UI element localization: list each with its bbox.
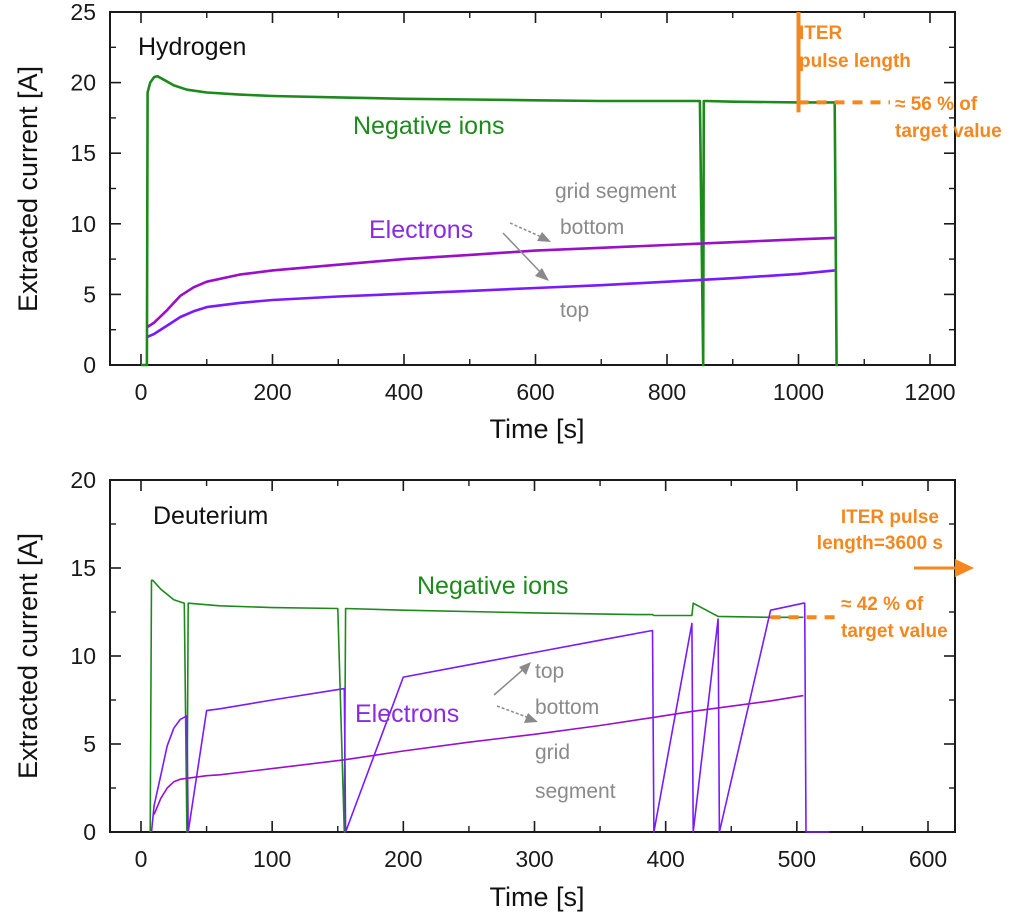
x-tick-label: 300	[515, 846, 553, 872]
deuterium-panel: 0 100 200 300 400 500 600 0 5 10 15 20 Deuterium T…	[13, 467, 974, 912]
top-label: top	[560, 299, 589, 322]
arrow-to-bottom-icon	[496, 705, 538, 723]
electrons-label: Electrons	[369, 216, 473, 244]
y-tick-label: 0	[83, 819, 96, 845]
x-tick-label: 400	[385, 379, 423, 405]
y-tick-label: 15	[70, 555, 96, 581]
x-tick-label: 1200	[904, 379, 955, 405]
series-electrons-top	[147, 269, 835, 338]
y-tick-label: 20	[70, 467, 96, 493]
y-tick-label: 15	[70, 140, 96, 166]
x-tick-label: 600	[516, 379, 554, 405]
x-tick-label: 200	[384, 846, 422, 872]
iter-label-line2: length=3600 s	[817, 533, 943, 554]
series-negative-ions	[149, 579, 804, 833]
negative-ions-label: Negative ions	[353, 112, 504, 140]
x-tick-label: 0	[135, 846, 148, 872]
series-electrons-bottom	[153, 694, 804, 815]
y-axis-title: Extracted current [A]	[13, 533, 43, 779]
bottom-label: bottom	[535, 696, 599, 719]
arrow-to-top-icon	[502, 232, 549, 281]
x-tick-label: 100	[253, 846, 291, 872]
series-electrons-top	[150, 602, 830, 833]
x-tick-label: 600	[909, 846, 947, 872]
iter-arrow-icon	[914, 559, 974, 577]
series-negative-ions	[141, 74, 838, 367]
series-electrons-bottom	[146, 236, 835, 328]
negative-ions-label: Negative ions	[417, 572, 568, 600]
x-tick-label: 1000	[773, 379, 824, 405]
x-axis-title: Time [s]	[489, 882, 584, 912]
y-tick-label: 5	[83, 281, 96, 307]
iter-marks	[796, 12, 890, 113]
y-tick-label: 25	[70, 0, 96, 25]
y-tick-label: 20	[70, 70, 96, 96]
axis-ticks	[110, 479, 955, 833]
x-tick-labels: 0 200 400 600 800 1000 1200	[135, 379, 956, 405]
bottom-label: bottom	[560, 216, 624, 239]
grid-label: grid	[535, 741, 570, 764]
target-label-line1: ≈ 56 % of	[895, 94, 978, 115]
x-tick-label: 800	[648, 379, 686, 405]
x-tick-label: 400	[646, 846, 684, 872]
hydrogen-panel: 0 200 400 600 800 1000 1200 0 5 10 15 20 25 Hydroge…	[13, 0, 1002, 444]
data-series	[149, 579, 830, 833]
y-tick-label: 0	[83, 352, 96, 378]
iter-label-line1: ITER	[799, 23, 843, 44]
target-label-line1: ≈ 42 % of	[841, 594, 924, 615]
x-tick-label: 500	[778, 846, 816, 872]
y-tick-labels: 0 5 10 15 20	[70, 467, 96, 845]
top-label: top	[535, 660, 564, 683]
panel-title: Deuterium	[153, 502, 268, 530]
target-label-line2: target value	[895, 121, 1002, 142]
y-tick-label: 10	[70, 643, 96, 669]
x-tick-label: 0	[135, 379, 148, 405]
data-series	[141, 74, 838, 367]
x-tick-label: 200	[253, 379, 291, 405]
x-tick-labels: 0 100 200 300 400 500 600	[135, 846, 948, 872]
arrow-to-bottom-icon	[509, 222, 551, 242]
iter-label-line1: ITER pulse	[841, 507, 939, 528]
segment-label: segment	[535, 780, 616, 803]
y-tick-label: 5	[83, 731, 96, 757]
target-label-line2: target value	[841, 621, 948, 642]
y-tick-labels: 0 5 10 15 20 25	[70, 0, 96, 378]
y-tick-label: 10	[70, 211, 96, 237]
arrow-to-top-icon	[493, 662, 531, 696]
y-axis-title: Extracted current [A]	[13, 66, 43, 312]
x-axis-title: Time [s]	[489, 414, 584, 444]
electrons-label: Electrons	[355, 700, 459, 728]
grid-segment-label: grid segment	[555, 180, 677, 203]
iter-label-line2: pulse length	[799, 51, 911, 72]
panel-title: Hydrogen	[138, 33, 246, 61]
